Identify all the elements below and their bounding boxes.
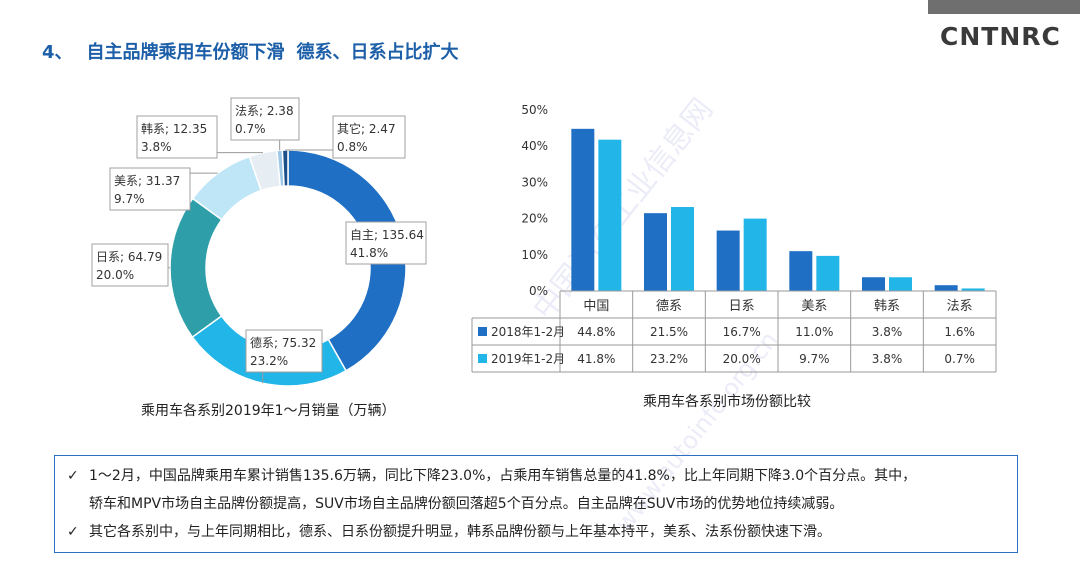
- table-value-1-0: 41.8%: [577, 352, 615, 366]
- category-label: 韩系: [874, 299, 900, 314]
- table-value-1-4: 3.8%: [872, 352, 903, 366]
- donut-label-pct-3: 9.7%: [114, 192, 145, 206]
- category-label: 法系: [947, 299, 973, 314]
- donut-slice-6: [281, 149, 289, 187]
- note-item-1: ✓ 1～2月，中国品牌乘用车累计销售135.6万辆，同比下降23.0%，占乘用车…: [67, 462, 1005, 490]
- donut-label-pct-0: 41.8%: [350, 246, 388, 260]
- title-part1: 自主品牌乘用车份额下滑: [86, 42, 285, 63]
- bar-1-4: [889, 277, 912, 291]
- bar-1-2: [743, 218, 767, 291]
- category-label: 美系: [801, 299, 827, 314]
- donut-chart-title: 乘用车各系别2019年1～月销量（万辆）: [141, 403, 396, 419]
- donut-label-pct-5: 0.7%: [235, 122, 266, 136]
- table-value-0-4: 3.8%: [872, 325, 903, 339]
- table-value-1-5: 0.7%: [944, 352, 975, 366]
- check-icon: ✓: [67, 468, 79, 484]
- table-value-1-3: 9.7%: [799, 352, 830, 366]
- donut-label-pct-4: 3.8%: [141, 140, 172, 154]
- donut-label-box-3: [109, 167, 191, 211]
- note-item-2: ✓ 其它各系别中，与上年同期相比，德系、日系份额提升明显，韩系品牌份额与上年基本…: [67, 518, 1005, 546]
- donut-label-pct-1: 23.2%: [250, 354, 288, 368]
- donut-label-name-6: 其它; 2.47: [337, 121, 396, 136]
- y-tick-label: 20%: [521, 212, 548, 226]
- note-item-2-text: 其它各系别中，与上年同期相比，德系、日系份额提升明显，韩系品牌份额与上年基本持平…: [89, 524, 831, 540]
- table-value-0-2: 16.7%: [723, 325, 761, 339]
- donut-label-pct-6: 0.8%: [337, 140, 368, 154]
- donut-label-box-2: [91, 243, 169, 287]
- brand-logo: CNTNRC: [940, 22, 1061, 51]
- donut-label-pct-2: 20.0%: [96, 268, 134, 282]
- bar-1-5: [961, 288, 985, 291]
- table-value-0-0: 44.8%: [577, 325, 615, 339]
- donut-slice-0: [287, 149, 407, 372]
- legend-label-1: 2019年1-2月: [491, 352, 565, 366]
- bar-0-5: [934, 285, 958, 291]
- table-value-0-5: 1.6%: [944, 325, 975, 339]
- note-item-1-line1: 1～2月，中国品牌乘用车累计销售135.6万辆，同比下降23.0%，占乘用车销售…: [89, 468, 917, 484]
- bar-0-2: [716, 230, 740, 291]
- donut-label-name-0: 自主; 135.64: [350, 228, 424, 242]
- donut-label-box-0: [345, 221, 427, 265]
- bar-1-1: [671, 207, 694, 291]
- title-part2: 德系、日系占比扩大: [296, 42, 459, 63]
- bar-0-4: [862, 277, 885, 291]
- donut-label-box-5: [230, 97, 300, 141]
- legend-swatch-1: [478, 354, 487, 363]
- table-value-1-1: 23.2%: [650, 352, 688, 366]
- bar-1-0: [598, 139, 622, 291]
- bar-0-0: [571, 128, 595, 291]
- y-tick-label: 0%: [529, 284, 548, 298]
- donut-label-box-6: [332, 115, 406, 159]
- bar-0-3: [789, 251, 813, 291]
- y-tick-label: 50%: [521, 103, 548, 117]
- donut-label-box-1: [245, 329, 323, 373]
- donut-label-name-1: 德系; 75.32: [250, 335, 316, 350]
- table-value-0-3: 11.0%: [795, 325, 833, 339]
- page-title: 4、 自主品牌乘用车份额下滑 德系、日系占比扩大: [42, 38, 459, 64]
- check-icon: ✓: [67, 524, 79, 540]
- y-tick-label: 40%: [521, 139, 548, 153]
- table-value-0-1: 21.5%: [650, 325, 688, 339]
- donut-label-name-4: 韩系; 12.35: [141, 121, 207, 136]
- y-tick-label: 30%: [521, 175, 548, 189]
- donut-label-name-5: 法系; 2.38: [235, 104, 294, 118]
- bar-chart-title: 乘用车各系别市场份额比较: [643, 394, 811, 410]
- donut-label-box-4: [136, 115, 218, 159]
- table-value-1-2: 20.0%: [723, 352, 761, 366]
- summary-note-box: ✓ 1～2月，中国品牌乘用车累计销售135.6万辆，同比下降23.0%，占乘用车…: [54, 455, 1018, 553]
- bar-0-1: [644, 213, 667, 291]
- category-label: 日系: [729, 299, 755, 314]
- donut-label-name-3: 美系; 31.37: [114, 174, 180, 188]
- bar-1-3: [816, 255, 840, 291]
- section-number: 4、: [42, 42, 73, 63]
- category-label: 中国: [583, 299, 609, 314]
- legend-label-0: 2018年1-2月: [491, 325, 565, 339]
- category-label: 德系: [656, 299, 682, 314]
- legend-swatch-0: [478, 327, 487, 336]
- donut-label-name-2: 日系; 64.79: [96, 250, 162, 264]
- note-item-1-line2: 轿车和MPV市场自主品牌份额提高，SUV市场自主品牌份额回落超5个百分点。自主品…: [89, 496, 844, 512]
- y-tick-label: 10%: [521, 248, 548, 262]
- top-decor-bar: [928, 0, 1080, 14]
